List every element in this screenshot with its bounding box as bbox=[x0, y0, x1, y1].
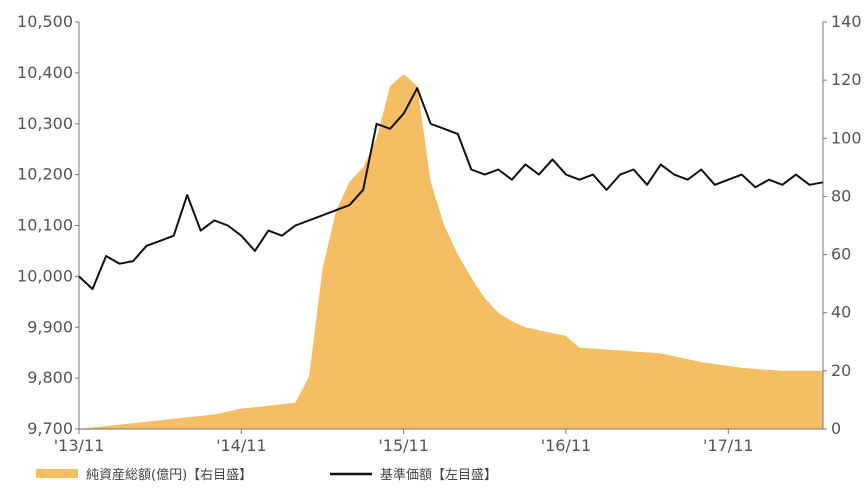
left-tick-label: 10,500 bbox=[17, 12, 73, 31]
left-tick-label: 10,400 bbox=[17, 63, 73, 82]
right-tick-label: 120 bbox=[831, 70, 862, 89]
area-layer bbox=[79, 74, 823, 430]
series-nav-line bbox=[78, 87, 824, 291]
right-tick-label: 20 bbox=[831, 361, 851, 380]
left-tick-label: 9,700 bbox=[27, 419, 73, 438]
right-tick-label: 0 bbox=[831, 419, 841, 438]
left-tick-label: 10,000 bbox=[17, 266, 73, 285]
legend: 純資産総額(億円)【右目盛】 基準価額【左目盛】 bbox=[36, 467, 497, 483]
left-tick-label: 9,800 bbox=[27, 368, 73, 387]
x-tick-label: '17/11 bbox=[703, 436, 754, 455]
right-tick-label: 40 bbox=[831, 303, 851, 322]
legend-label-net-assets: 純資産総額(億円)【右目盛】 bbox=[86, 467, 252, 483]
legend-swatch-net-assets bbox=[36, 469, 78, 478]
left-tick-label: 10,100 bbox=[17, 216, 73, 235]
tick-layer: 9,700 9,800 9,900 10,000 10,100 10,200 10,300 1… bbox=[17, 12, 862, 455]
series-net-assets-area bbox=[79, 74, 823, 430]
right-tick-label: 140 bbox=[831, 12, 862, 31]
left-tick-label: 10,300 bbox=[17, 114, 73, 133]
x-tick-label: '15/11 bbox=[378, 436, 429, 455]
left-tick-label: 10,200 bbox=[17, 165, 73, 184]
legend-label-nav: 基準価額【左目盛】 bbox=[380, 467, 497, 483]
x-tick-label: '16/11 bbox=[541, 436, 592, 455]
right-tick-label: 100 bbox=[831, 128, 862, 147]
x-tick-label: '14/11 bbox=[216, 436, 267, 455]
right-tick-label: 80 bbox=[831, 186, 851, 205]
left-tick-label: 9,900 bbox=[27, 317, 73, 336]
x-tick-label: '13/11 bbox=[54, 436, 105, 455]
line-layer bbox=[78, 87, 824, 291]
right-tick-label: 60 bbox=[831, 245, 851, 264]
